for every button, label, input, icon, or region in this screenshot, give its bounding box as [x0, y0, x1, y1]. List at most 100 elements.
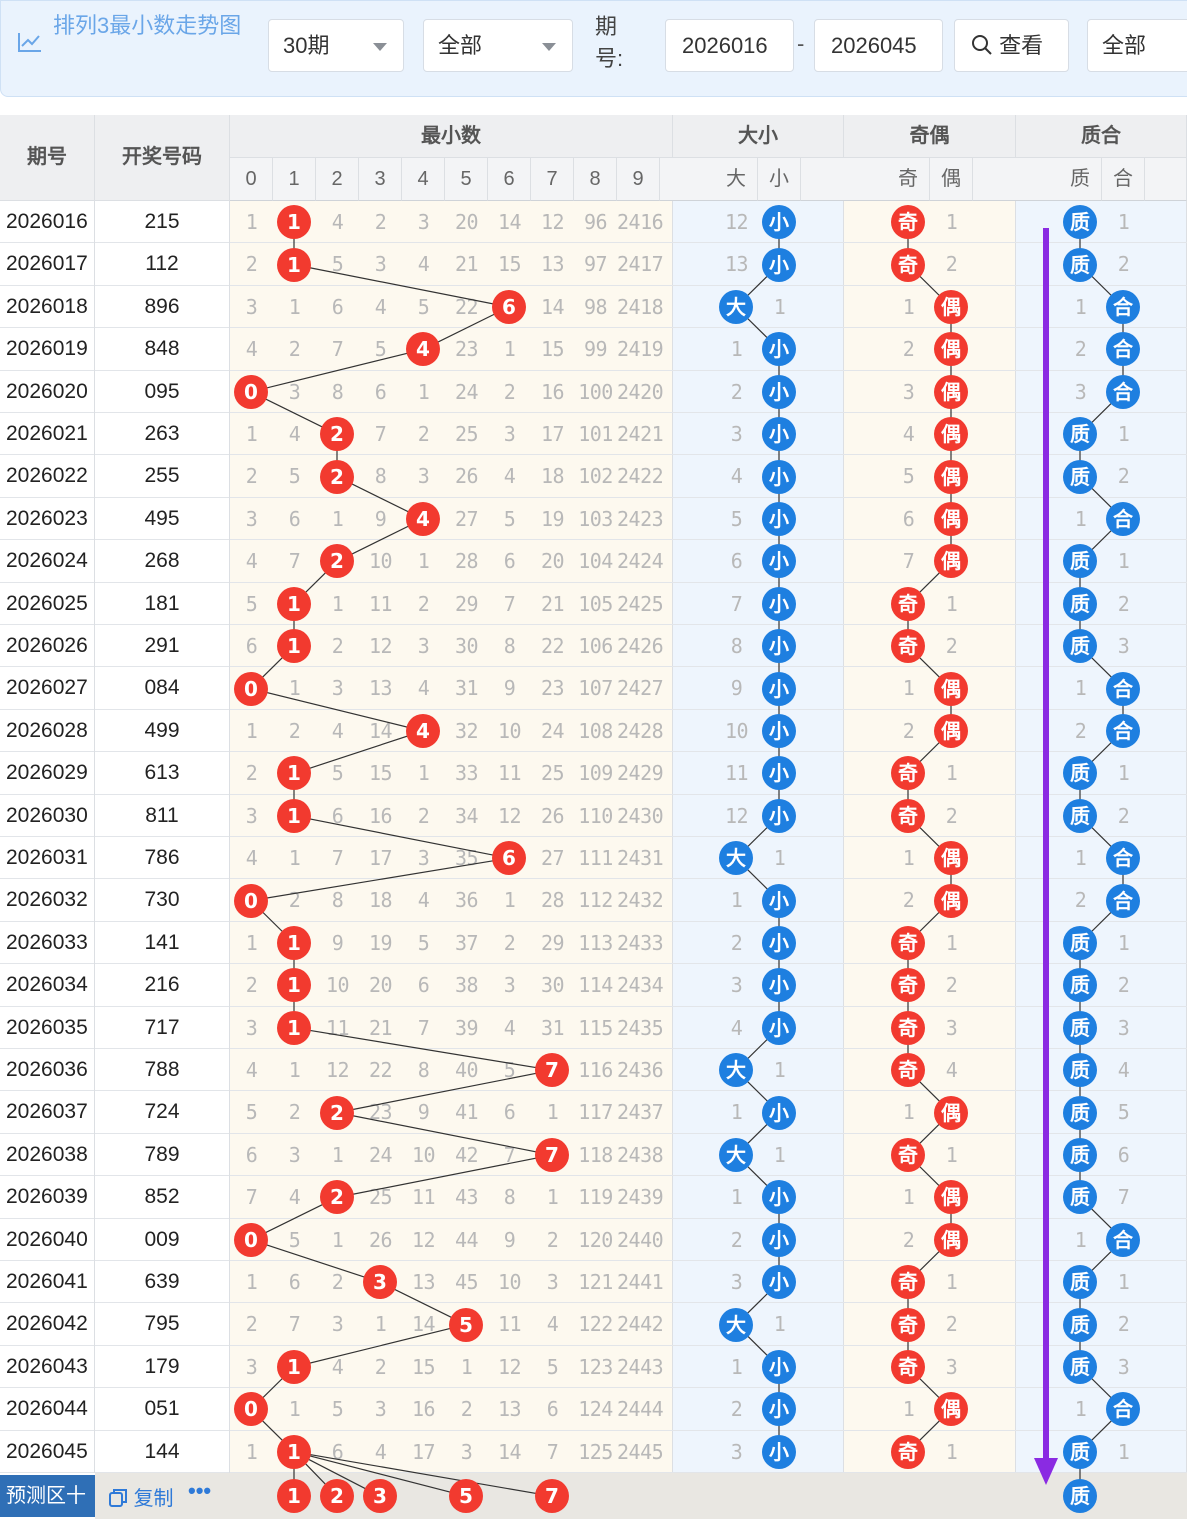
- predict-area-label[interactable]: 预测区十: [0, 1475, 95, 1517]
- omission-cell: 15: [411, 1354, 436, 1379]
- issue-cell: 2026022: [0, 455, 95, 498]
- omission-cell: 2: [374, 210, 387, 234]
- parity-omission: 3: [945, 1015, 958, 1040]
- predict-ball[interactable]: 5: [449, 1479, 483, 1514]
- omission-cell: 3: [503, 973, 516, 998]
- parity-omission: 2: [945, 973, 958, 998]
- omission-cell: 3: [417, 464, 430, 489]
- parity-omission: 7: [902, 549, 915, 574]
- end-issue-input[interactable]: [814, 19, 943, 72]
- omission-cell: 22: [368, 1058, 393, 1082]
- parity-omission: 3: [945, 1354, 958, 1379]
- header-digit-5: 5: [445, 158, 488, 201]
- table-row: [0, 752, 1187, 795]
- header-prime-1: 合: [1102, 158, 1145, 201]
- omission-cell: 2433: [617, 930, 664, 955]
- issue-cell: 2026033: [0, 921, 95, 965]
- omission-cell: 108: [578, 718, 613, 743]
- omission-cell: 22: [540, 634, 565, 658]
- omission-cell: 2416: [617, 210, 664, 234]
- omission-cell: 1: [331, 1227, 344, 1252]
- more-icon[interactable]: •••: [188, 1478, 212, 1503]
- predict-ball[interactable]: 2: [320, 1479, 354, 1514]
- predict-ball[interactable]: 3: [363, 1479, 397, 1514]
- table-row: [0, 498, 1187, 541]
- copy-label: 复制: [133, 1488, 174, 1510]
- predict-ball[interactable]: 7: [535, 1479, 569, 1514]
- omission-cell: 7: [417, 1015, 430, 1040]
- omission-cell: 12: [368, 634, 393, 658]
- table-row: [0, 964, 1187, 1007]
- prime-ball: 合: [1106, 841, 1140, 876]
- omission-cell: 31: [454, 676, 479, 701]
- prime-omission: 4: [1117, 1058, 1130, 1082]
- parity-ball: 偶: [934, 714, 968, 748]
- omission-cell: 20: [454, 210, 479, 234]
- omission-cell: 1: [460, 1354, 473, 1379]
- predict-ball[interactable]: 1: [277, 1479, 311, 1514]
- parity-omission: 1: [945, 1439, 958, 1464]
- omission-cell: 15: [540, 337, 565, 362]
- omission-cell: 14: [497, 1439, 522, 1464]
- parity-omission: 1: [945, 1270, 958, 1294]
- table-row: [0, 625, 1187, 668]
- parity-omission: 2: [902, 1227, 915, 1252]
- size-omission: 1: [730, 1354, 743, 1379]
- draw-number-cell: 051: [95, 1388, 230, 1431]
- parity-omission: 1: [945, 591, 958, 616]
- omission-cell: 2: [331, 1270, 344, 1294]
- size-omission: 3: [730, 422, 743, 446]
- omission-cell: 40: [454, 1058, 479, 1082]
- omission-cell: 1: [288, 294, 301, 319]
- min-digit-ball: 6: [492, 290, 526, 324]
- prime-omission: 6: [1117, 1142, 1130, 1167]
- parity-ball: 奇: [891, 798, 925, 833]
- omission-cell: 125: [578, 1439, 613, 1464]
- parity-omission: 2: [945, 803, 958, 828]
- prime-omission: 2: [1117, 464, 1130, 489]
- omission-cell: 39: [454, 1015, 479, 1040]
- parity-ball: 偶: [934, 1222, 968, 1257]
- issue-cell: 2026036: [0, 1049, 95, 1092]
- omission-cell: 13: [368, 676, 393, 701]
- draw-number-cell: 730: [95, 879, 230, 922]
- size-ball: 小: [762, 1222, 796, 1257]
- omission-cell: 1: [288, 676, 301, 701]
- size-omission: 1: [773, 1142, 786, 1167]
- parity-ball: 奇: [891, 1138, 925, 1172]
- omission-cell: 8: [503, 634, 516, 658]
- start-issue-input[interactable]: [665, 19, 794, 72]
- parity-omission: 2: [945, 634, 958, 658]
- prime-ball: 质: [1063, 586, 1097, 621]
- prime-ball: 质: [1063, 1010, 1097, 1045]
- min-digit-ball: 1: [277, 629, 311, 664]
- filter-select[interactable]: 全部: [1087, 19, 1187, 72]
- header-digit-2: 2: [316, 158, 359, 201]
- omission-cell: 3: [417, 846, 430, 870]
- predict-row: [95, 1473, 1187, 1520]
- scope-select[interactable]: 全部: [423, 19, 573, 72]
- table-row: [0, 795, 1187, 837]
- prime-ball: 合: [1106, 1392, 1140, 1427]
- table-row: [0, 1303, 1187, 1346]
- issue-cell: 2026027: [0, 667, 95, 710]
- omission-cell: 16: [411, 1397, 436, 1422]
- omission-cell: 2: [503, 379, 516, 404]
- period-count-select[interactable]: 30期: [268, 19, 404, 72]
- parity-omission: 2: [902, 337, 915, 362]
- omission-cell: 2: [245, 761, 258, 786]
- omission-cell: 103: [578, 506, 613, 531]
- omission-cell: 28: [540, 888, 565, 913]
- table-row: [0, 243, 1187, 286]
- prime-omission: 1: [1117, 422, 1130, 446]
- draw-number-cell: 112: [95, 243, 230, 286]
- min-digit-ball: 1: [277, 247, 311, 282]
- size-omission: 2: [730, 379, 743, 404]
- view-button[interactable]: 查看: [954, 19, 1069, 72]
- header-size-1: 小: [758, 158, 801, 201]
- copy-button[interactable]: 复制: [108, 1482, 174, 1511]
- omission-cell: 8: [374, 464, 387, 489]
- issue-cell: 2026044: [0, 1388, 95, 1431]
- omission-cell: 2: [546, 1227, 559, 1252]
- view-button-label: 查看: [999, 33, 1044, 58]
